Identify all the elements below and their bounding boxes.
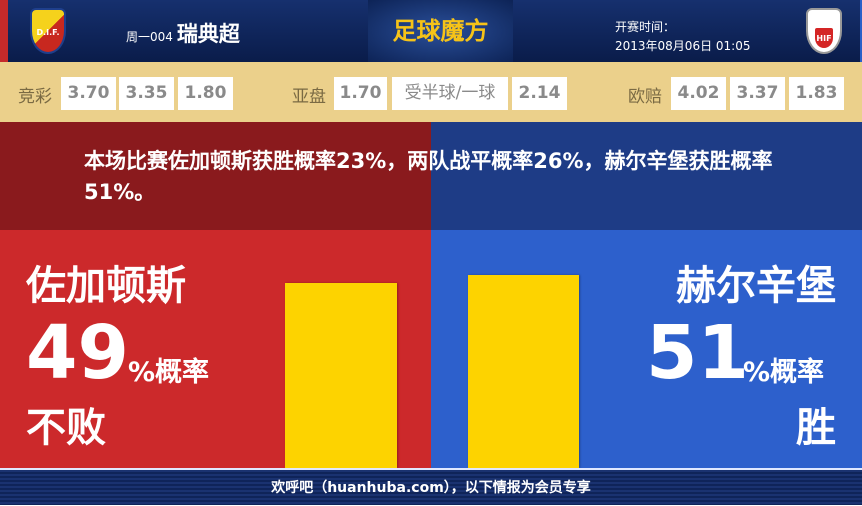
- odds-value: 4.02: [671, 77, 726, 110]
- odds-value: 3.70: [61, 77, 116, 110]
- home-team-name: 佐加顿斯: [26, 263, 186, 309]
- match-header: D.I.F. 周一004 瑞典超 足球魔方 开赛时间： 2013年08月06日 01…: [0, 0, 862, 62]
- home-team-logo: D.I.F.: [30, 8, 66, 54]
- kickoff-value: 2013年08月06日 01:05: [615, 39, 751, 53]
- away-team-logo: HIF: [806, 8, 842, 54]
- kickoff-time: 开赛时间： 2013年08月06日 01:05: [615, 18, 750, 56]
- away-probability-bar: [468, 275, 579, 468]
- home-result: 不败: [26, 405, 106, 451]
- home-percent-label: %概率: [128, 357, 210, 388]
- summary-bg-away: [431, 122, 862, 230]
- odds-value: 1.83: [789, 77, 844, 110]
- brand-logo: 足球魔方: [368, 0, 513, 62]
- away-team-name: 赫尔辛堡: [676, 263, 836, 309]
- footer-banner: 欢呼吧（huanhuba.com），以下情报为会员专享: [0, 468, 862, 505]
- away-result: 胜: [796, 405, 836, 451]
- match-info: 周一004 瑞典超: [126, 18, 240, 48]
- home-probability-bar: [285, 282, 397, 468]
- odds-label-yapan: 亚盘: [292, 87, 326, 107]
- odds-bar: 竞彩 3.70 3.35 1.80 亚盘 1.70 受半球/一球 2.14 欧赔…: [0, 62, 862, 122]
- odds-value: 3.37: [730, 77, 785, 110]
- summary-bg-home: [0, 122, 431, 230]
- kickoff-label: 开赛时间：: [615, 20, 676, 34]
- odds-label-jingcai: 竞彩: [18, 87, 52, 107]
- odds-value: 3.35: [119, 77, 174, 110]
- probability-summary: 本场比赛佐加顿斯获胜概率23%，两队战平概率26%，赫尔辛堡获胜概率51%。: [84, 149, 773, 204]
- odds-value: 1.70: [334, 77, 387, 110]
- away-percent-label: %概率: [743, 357, 825, 388]
- home-percent: 49: [26, 310, 129, 396]
- odds-value: 2.14: [512, 77, 567, 110]
- odds-value: 1.80: [178, 77, 233, 110]
- league-name: 瑞典超: [176, 22, 240, 46]
- away-percent: 51: [646, 310, 749, 396]
- odds-handicap: 受半球/一球: [392, 77, 508, 110]
- match-number: 周一004: [126, 30, 173, 44]
- odds-label-oupei: 欧赔: [628, 87, 662, 107]
